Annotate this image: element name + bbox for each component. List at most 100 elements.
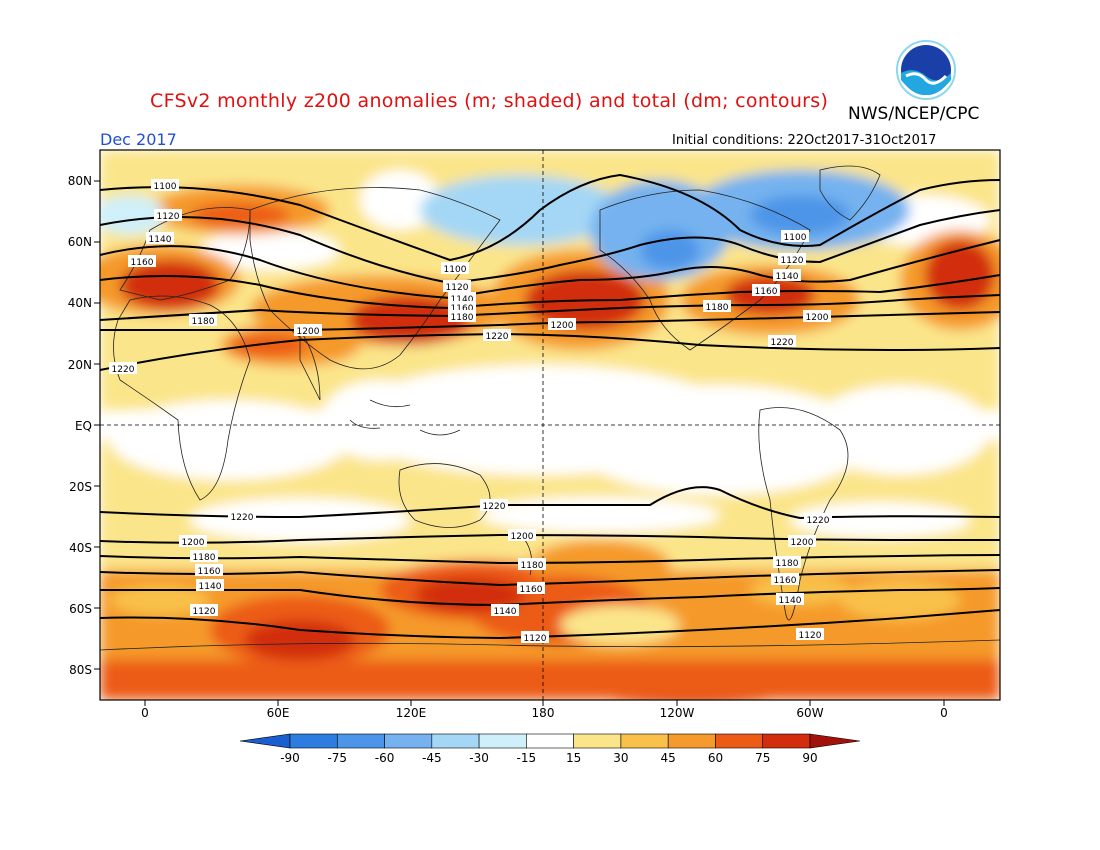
colorbar-label: 15	[566, 751, 581, 765]
lat-label: 60N	[68, 235, 92, 249]
svg-text:1120: 1120	[781, 256, 804, 266]
lon-label: 0	[940, 706, 948, 720]
contour-label: 1200	[508, 529, 536, 542]
svg-text:1200: 1200	[551, 321, 574, 331]
contour-label: 1200	[548, 318, 576, 331]
contour-label: 1180	[703, 300, 731, 313]
svg-text:1120: 1120	[799, 631, 822, 641]
contour-label: 1160	[771, 573, 799, 586]
svg-text:1220: 1220	[486, 332, 509, 342]
svg-text:1100: 1100	[154, 182, 177, 192]
svg-text:1140: 1140	[149, 235, 172, 245]
lat-label: 20S	[69, 480, 92, 494]
colorbar-segment	[289, 733, 338, 749]
contour-labels: 1100 1120 1140 1160 1180 1200 1220 1100 …	[109, 179, 832, 644]
svg-text:1120: 1120	[446, 283, 469, 293]
colorbar-label: 90	[802, 751, 817, 765]
colorbar-arrow-left	[239, 733, 291, 749]
svg-text:1180: 1180	[776, 559, 799, 569]
contour-1160	[99, 274, 1001, 310]
contour-label: 1220	[804, 513, 832, 526]
contour-label: 1200	[788, 535, 816, 548]
contour-1160-sh	[99, 569, 1001, 587]
contour-label: 1180	[448, 310, 476, 323]
contour-label: 1160	[128, 255, 156, 268]
contour-label: 1180	[518, 558, 546, 571]
svg-text:1200: 1200	[511, 532, 534, 542]
lat-label: 60S	[69, 602, 92, 616]
latitude-axis: 80N 60N 40N 20N EQ 20S 40S 60S 80S	[68, 174, 100, 677]
svg-text:1200: 1200	[791, 538, 814, 548]
contour-label: 1180	[190, 550, 218, 563]
contour-label: 1220	[228, 510, 256, 523]
svg-text:1220: 1220	[483, 502, 506, 512]
svg-text:1180: 1180	[451, 313, 474, 323]
contour-label: 1140	[773, 269, 801, 282]
contour-label: 1180	[189, 314, 217, 327]
colorbar-segment	[431, 733, 480, 749]
forecast-month: Dec 2017	[100, 130, 177, 149]
contour-label: 1100	[151, 179, 179, 192]
svg-text:1120: 1120	[157, 212, 180, 222]
svg-text:1200: 1200	[806, 313, 829, 323]
colorbar-label: -60	[375, 751, 395, 765]
contour-1100	[99, 173, 1001, 262]
colorbar-segment	[384, 733, 433, 749]
colorbar-arrow-right	[809, 733, 861, 749]
contour-label: 1220	[109, 362, 137, 375]
svg-text:1220: 1220	[112, 365, 135, 375]
contour-label: 1120	[521, 631, 549, 644]
colorbar-label: -45	[422, 751, 442, 765]
svg-text:1180: 1180	[521, 561, 544, 571]
chart-title: CFSv2 monthly z200 anomalies (m; shaded)…	[150, 90, 829, 112]
svg-text:1220: 1220	[771, 338, 794, 348]
svg-text:1160: 1160	[451, 304, 474, 314]
svg-text:1160: 1160	[131, 258, 154, 268]
lat-label: 80N	[68, 174, 92, 188]
colorbar-segment	[336, 733, 385, 749]
colorbar-label: 60	[708, 751, 723, 765]
contour-1120	[99, 209, 1001, 285]
contour-label: 1140	[776, 593, 804, 606]
svg-text:1120: 1120	[524, 634, 547, 644]
svg-text:1180: 1180	[192, 317, 215, 327]
svg-text:1140: 1140	[776, 272, 799, 282]
contour-1180-sh	[99, 554, 1001, 565]
contour-label: 1140	[146, 232, 174, 245]
lat-label: 20N	[68, 358, 92, 372]
contour-label: 1120	[778, 253, 806, 266]
lon-label: 120W	[660, 706, 695, 720]
coastlines	[100, 165, 1000, 651]
svg-text:1120: 1120	[193, 607, 216, 617]
contour-label: 1200	[803, 310, 831, 323]
contour-label: 1120	[154, 209, 182, 222]
agency-label: NWS/NCEP/CPC	[848, 104, 980, 124]
noaa-logo-icon	[896, 40, 956, 100]
svg-text:1160: 1160	[198, 567, 221, 577]
colorbar-segment	[478, 733, 527, 749]
svg-text:1180: 1180	[706, 303, 729, 313]
colorbar-segment	[762, 733, 811, 749]
lat-label: 40S	[69, 541, 92, 555]
colorbar-label: 45	[661, 751, 676, 765]
colorbar-segment	[526, 733, 574, 749]
contour-label: 1160	[517, 582, 545, 595]
longitude-axis: 0 60E 120E 180 120W 60W 0	[141, 700, 948, 720]
svg-text:1160: 1160	[774, 576, 797, 586]
contour-label: 1120	[796, 628, 824, 641]
svg-text:1220: 1220	[807, 516, 830, 526]
colorbar-segment	[573, 733, 622, 749]
lon-label: 180	[532, 706, 555, 720]
contour-1200-sh	[99, 533, 1000, 544]
svg-text:1140: 1140	[779, 596, 802, 606]
svg-text:1200: 1200	[182, 538, 205, 548]
initial-conditions: Initial conditions: 22Oct2017-31Oct2017	[672, 133, 937, 148]
svg-text:1160: 1160	[520, 585, 543, 595]
svg-text:1200: 1200	[297, 327, 320, 337]
lon-label: 60W	[796, 706, 823, 720]
contour-1140	[99, 239, 1001, 300]
contour-label: 1120	[190, 604, 218, 617]
svg-text:1140: 1140	[494, 607, 517, 617]
contour-label: 1200	[179, 535, 207, 548]
